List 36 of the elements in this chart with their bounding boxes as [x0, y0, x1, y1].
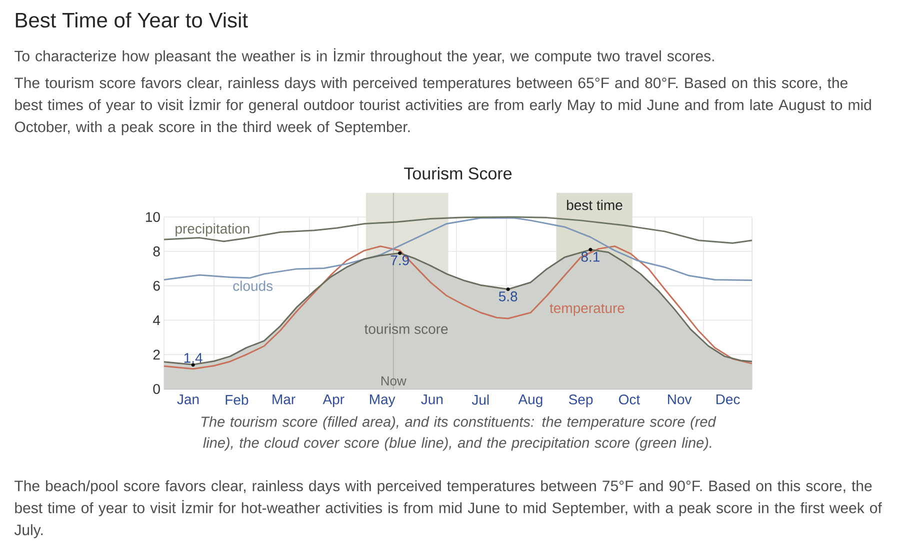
- text: The tourism score favors clear, rainless days with perceived temperatures between 65°F and 80°F. Based on this score, the best times of year to visit İzmir for general outdoor tourist activities are from early May to mid June and from late August to mid October, with a peak score in the third week of September.: [14, 77, 871, 136]
- x-tick-label: Apr: [322, 394, 344, 408]
- series-label: precipitation: [176, 223, 250, 236]
- series-label: clouds: [233, 280, 273, 291]
- x-tick-label: Sep: [568, 394, 593, 408]
- line-series: [163, 216, 753, 244]
- text: The beach/pool score favors clear, rainless days with perceived temperatures between 75°F and 90°F. Based on this score, the best time of year to visit İzmir for hot-weather activities is from mid June to mid September, with a peak score in the first week of July.: [14, 480, 882, 538]
- y-tick-label: 0: [153, 384, 160, 394]
- x-tick-label: Jul: [472, 394, 489, 405]
- y-tick-label: 6: [153, 280, 160, 291]
- annotation: 1.4: [184, 353, 202, 363]
- ref-line-label: Now: [381, 376, 406, 386]
- x-tick-label: Oct: [619, 394, 640, 404]
- annotation: 8.1: [581, 252, 600, 262]
- x-tick-label: Jun: [421, 394, 443, 404]
- x-tick-label: Dec: [716, 394, 740, 404]
- y-tick-label: 8: [153, 246, 160, 256]
- x-tick-label: Feb: [226, 394, 248, 405]
- x-tick-label: Jan: [177, 394, 199, 404]
- series-label: tourism score: [364, 324, 448, 334]
- annotation: 5.8: [498, 291, 518, 302]
- x-tick-label: Nov: [668, 394, 692, 404]
- text: To characterize how pleasant the weather is in İzmir throughout the year, we compute two travel scores.: [14, 48, 714, 64]
- line-series: [163, 217, 753, 282]
- text: Best Time of Year to Visit: [16, 12, 248, 28]
- series-label: temperature: [550, 304, 624, 316]
- y-tick-label: 4: [153, 315, 160, 326]
- chart-title: Tourism Score: [404, 167, 512, 180]
- x-tick-label: Aug: [518, 394, 542, 408]
- text: The tourism score (filled area), and its constituents: the temperature score (red line), the cloud cover score (blue line), and the precipitation score (green line).: [201, 416, 716, 451]
- x-tick-label: Mar: [272, 394, 296, 404]
- y-tick-label: 2: [153, 350, 160, 360]
- band-label: best time: [567, 200, 622, 210]
- y-tick-label: 10: [146, 212, 160, 222]
- x-tick-label: May: [370, 394, 396, 408]
- annotation: 7.9: [390, 255, 409, 266]
